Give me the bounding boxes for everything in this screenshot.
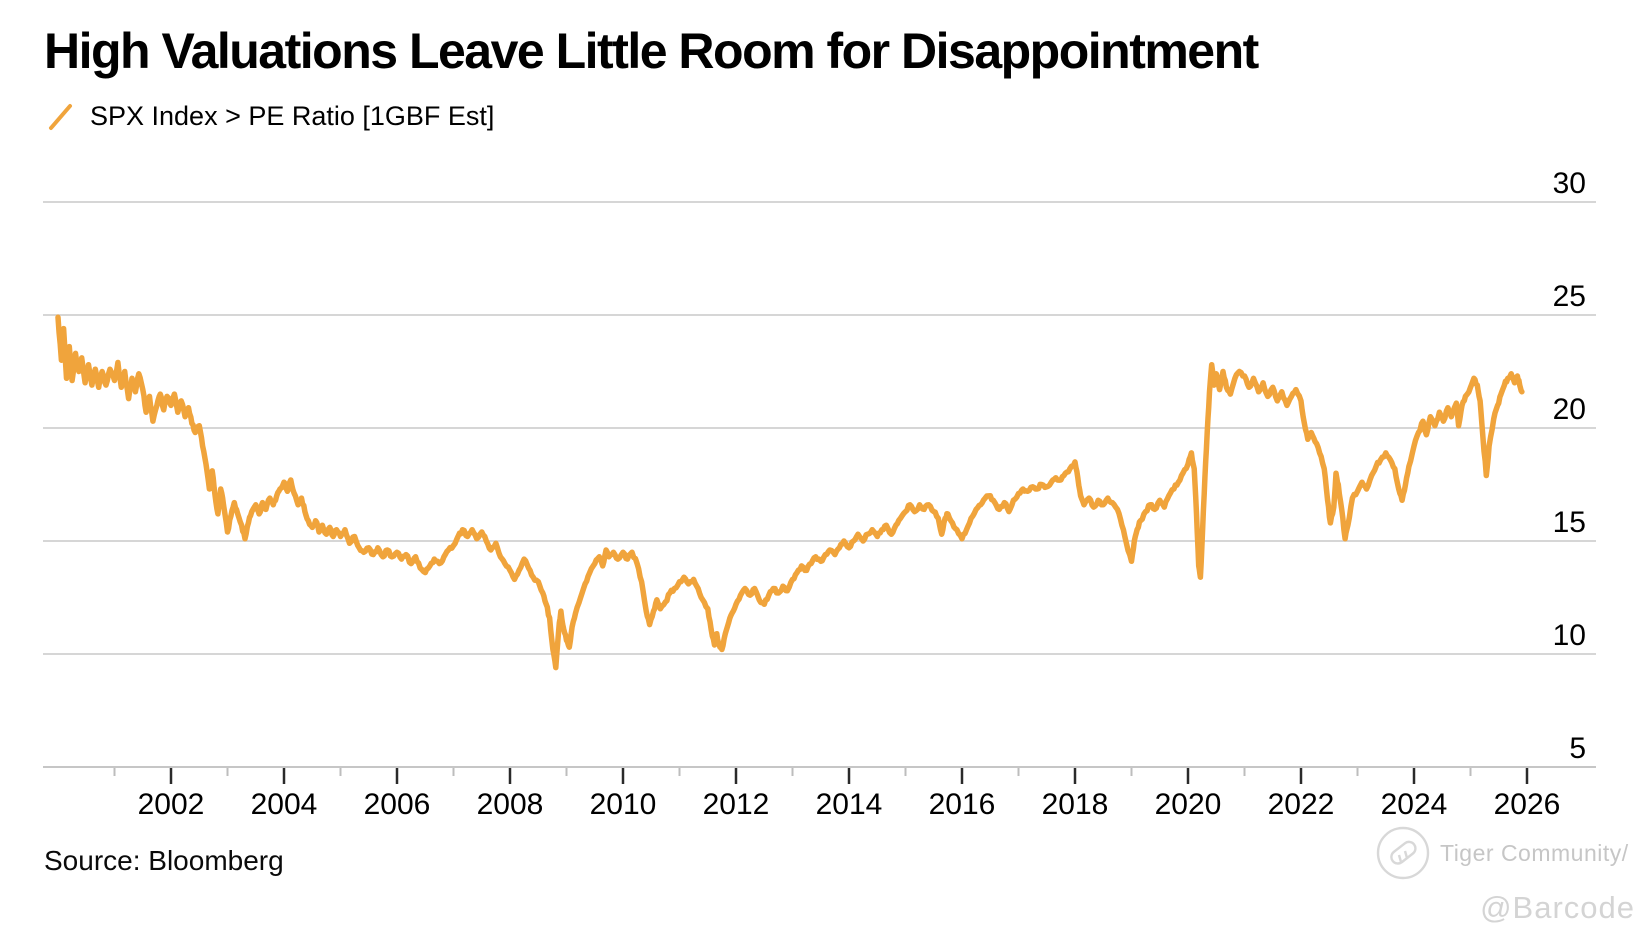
watermark: Tiger Community/ [1374, 824, 1629, 882]
x-axis-label: 2026 [1494, 788, 1561, 821]
x-axis-label: 2020 [1155, 788, 1222, 821]
x-axis-label: 2014 [816, 788, 883, 821]
x-axis-label: 2010 [590, 788, 657, 821]
y-axis-label: 15 [1553, 506, 1586, 539]
x-axis-label: 2016 [929, 788, 996, 821]
watermark-handle: @Barcode [1480, 890, 1635, 925]
legend-line-marker [49, 103, 72, 130]
y-axis-label: 25 [1553, 280, 1586, 313]
watermark-community-label: Tiger Community/ [1440, 839, 1629, 866]
pe-ratio-line [55, 314, 1525, 671]
y-axis-label: 10 [1553, 619, 1586, 652]
source-note: Source: Bloomberg [44, 845, 284, 876]
chart-title: High Valuations Leave Little Room for Di… [44, 23, 1259, 79]
legend-series-label: SPX Index > PE Ratio [1GBF Est] [90, 101, 495, 131]
x-axis-label: 2022 [1268, 788, 1335, 821]
x-axis-label: 2004 [251, 788, 318, 821]
x-axis-label: 2012 [703, 788, 770, 821]
x-axis-label: 2002 [138, 788, 205, 821]
tiger-community-logo-icon [1376, 826, 1430, 880]
y-axis-label: 20 [1553, 393, 1586, 426]
x-axis-label: 2024 [1381, 788, 1448, 821]
x-axis-label: 2008 [477, 788, 544, 821]
x-axis-label: 2018 [1042, 788, 1109, 821]
x-axis-label: 2006 [364, 788, 431, 821]
y-axis-label: 5 [1569, 732, 1586, 765]
legend: SPX Index > PE Ratio [1GBF Est] [47, 101, 494, 132]
y-axis-label: 30 [1553, 167, 1586, 200]
